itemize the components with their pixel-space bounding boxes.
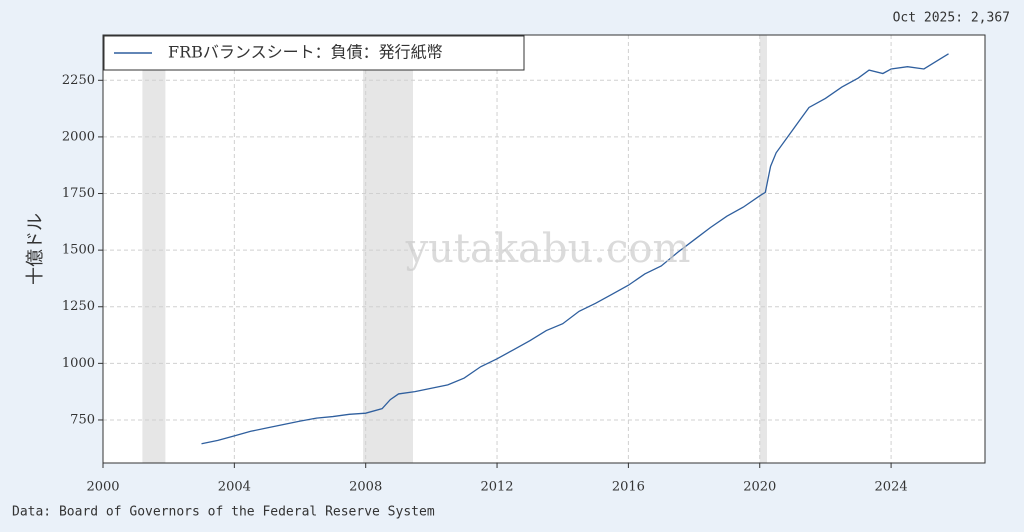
recession-band — [759, 35, 767, 463]
source: Data: Board of Governors of the Federal … — [12, 505, 435, 520]
y-tick-label: 2000 — [62, 129, 95, 144]
plot-area — [103, 35, 985, 463]
x-tick-label: 2016 — [612, 480, 645, 495]
recession-band — [142, 35, 166, 463]
annotation: Oct 2025: 2,367 — [893, 11, 1010, 26]
x-tick-label: 2000 — [86, 480, 119, 495]
y-axis-label: 十億ドル — [25, 213, 46, 285]
x-tick-label: 2012 — [480, 480, 513, 495]
recession-band — [363, 35, 413, 463]
y-tick-label: 1250 — [62, 299, 95, 314]
data-line — [201, 53, 949, 445]
y-tick-label: 750 — [70, 412, 95, 427]
y-tick-label: 1500 — [62, 243, 95, 258]
x-tick-label: 2020 — [743, 480, 776, 495]
x-tick-label: 2024 — [875, 480, 908, 495]
y-tick-label: 2250 — [62, 73, 95, 88]
legend-box — [103, 35, 525, 71]
y-tick-label: 1000 — [62, 356, 95, 371]
legend: FRBバランスシート：負債：発行紙幣 — [103, 35, 525, 71]
y-tick-label: 1750 — [62, 186, 95, 201]
plot-frame — [102, 34, 986, 464]
watermark: yutakabu.com — [405, 226, 691, 272]
legend-label: FRBバランスシート：負債：発行紙幣 — [168, 43, 443, 62]
x-tick-label: 2004 — [218, 480, 251, 495]
x-tick-label: 2008 — [349, 480, 382, 495]
